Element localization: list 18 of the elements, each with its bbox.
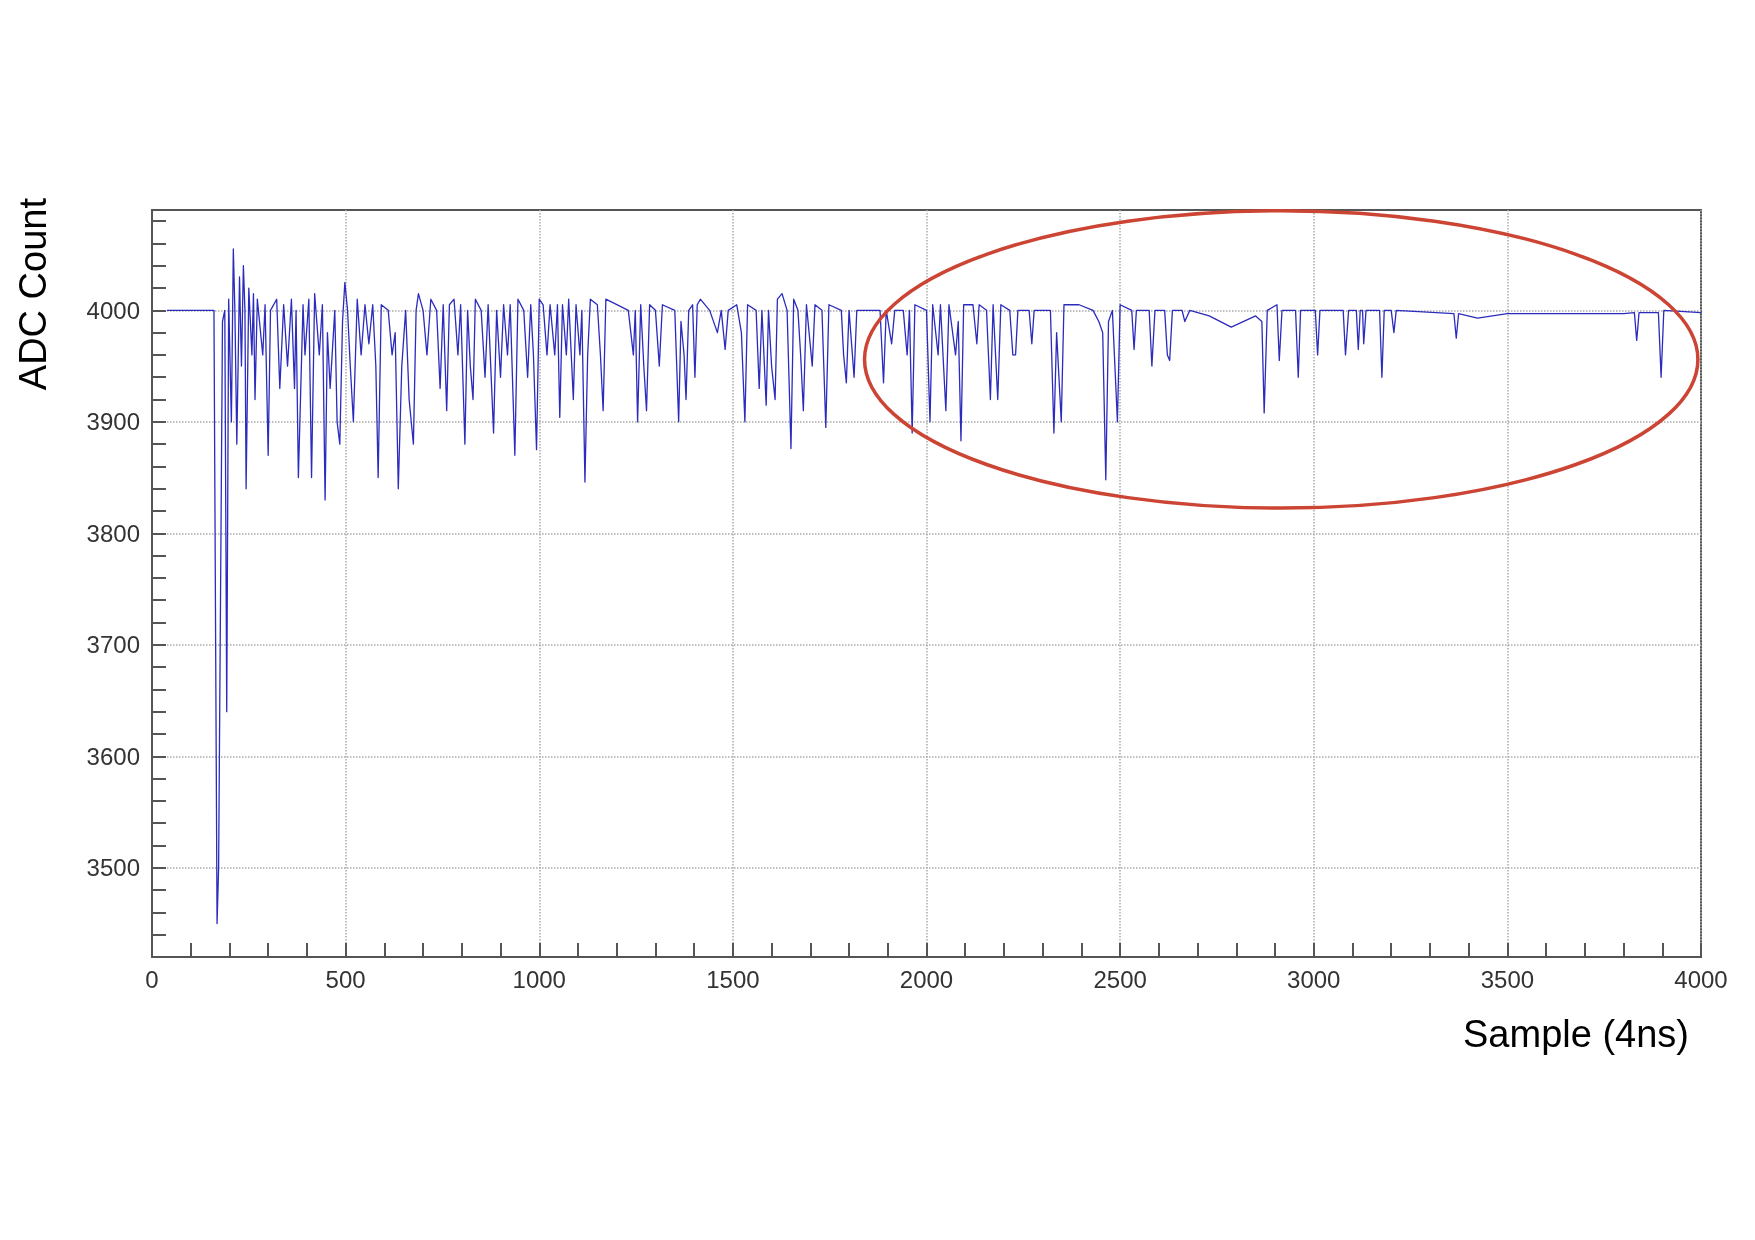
y-tick-label: 3600 [86, 742, 140, 770]
x-tick-label: 2500 [1093, 965, 1147, 993]
line-series [166, 248, 1702, 925]
x-tick-label: 3000 [1287, 965, 1341, 993]
x-tick-label: 1500 [706, 965, 760, 993]
y-axis-title: ADC Count [12, 197, 54, 391]
x-axis-title: Sample (4ns) [1463, 1013, 1690, 1055]
x-tick-label: 1000 [512, 965, 566, 993]
x-tick-label: 0 [145, 965, 159, 993]
x-tick-label: 4000 [1674, 965, 1728, 993]
y-tick-label: 3900 [86, 408, 140, 436]
x-tick-label: 500 [325, 965, 366, 993]
x-tick-label: 3500 [1480, 965, 1535, 993]
y-tick-label: 3800 [86, 519, 140, 547]
x-tick-label: 2000 [899, 965, 954, 993]
y-tick-label: 4000 [86, 296, 140, 324]
y-tick-label: 3700 [86, 631, 140, 659]
y-tick-label: 3500 [86, 854, 140, 882]
